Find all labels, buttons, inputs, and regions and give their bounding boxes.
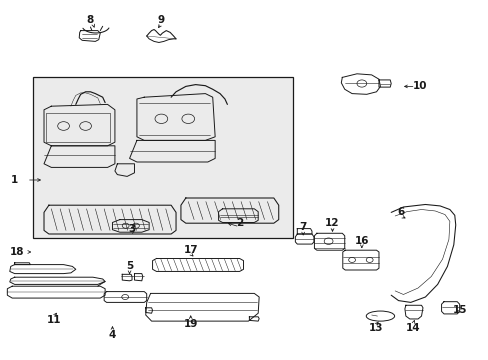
- Text: 15: 15: [451, 305, 466, 315]
- Text: 11: 11: [46, 315, 61, 325]
- Text: 2: 2: [236, 218, 243, 228]
- Text: 14: 14: [405, 323, 420, 333]
- Text: 10: 10: [412, 81, 427, 91]
- Text: 5: 5: [126, 261, 133, 271]
- Text: 8: 8: [87, 15, 94, 25]
- Text: 3: 3: [128, 224, 135, 234]
- Text: 6: 6: [397, 207, 404, 217]
- Text: 16: 16: [354, 236, 368, 246]
- Text: 18: 18: [10, 247, 24, 257]
- Text: 7: 7: [299, 222, 306, 232]
- Text: 1: 1: [11, 175, 18, 185]
- Ellipse shape: [366, 311, 394, 321]
- Text: 19: 19: [183, 319, 198, 329]
- Text: 17: 17: [183, 245, 198, 255]
- Text: 9: 9: [158, 15, 164, 25]
- Text: 13: 13: [368, 323, 383, 333]
- Text: 12: 12: [325, 218, 339, 228]
- Text: 4: 4: [108, 330, 116, 340]
- Bar: [33, 77, 293, 238]
